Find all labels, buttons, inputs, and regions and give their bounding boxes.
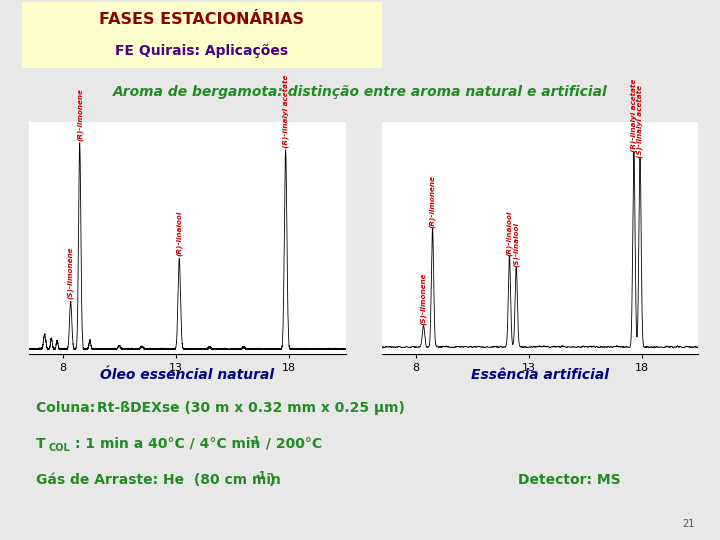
Text: -1: -1	[256, 471, 266, 481]
Text: (R)-limonene: (R)-limonene	[76, 88, 83, 141]
Text: COL: COL	[49, 443, 71, 453]
Text: FE Quirais: Aplicações: FE Quirais: Aplicações	[115, 44, 288, 58]
Text: FASES ESTACIONÁRIAS: FASES ESTACIONÁRIAS	[99, 12, 304, 27]
Text: (R)-linalool: (R)-linalool	[176, 211, 183, 256]
Text: (R)-limonene: (R)-limonene	[429, 175, 436, 228]
Text: -1: -1	[250, 436, 261, 446]
Text: ): )	[269, 472, 275, 487]
Text: Rt-ßDEXse (30 m x 0.32 mm x 0.25 μm): Rt-ßDEXse (30 m x 0.32 mm x 0.25 μm)	[97, 401, 405, 415]
Text: Aroma de bergamota: distinção entre aroma natural e artificial: Aroma de bergamota: distinção entre arom…	[112, 85, 608, 99]
Text: (S)-limonene: (S)-limonene	[420, 273, 427, 326]
Text: Detector: MS: Detector: MS	[518, 472, 621, 487]
Text: 21: 21	[683, 519, 695, 529]
Text: (S)-linalyl acetate: (S)-linalyl acetate	[636, 85, 644, 158]
Text: Essência artificial: Essência artificial	[471, 368, 609, 382]
Text: Coluna:: Coluna:	[36, 401, 100, 415]
Text: : 1 min a 40°C / 4°C min: : 1 min a 40°C / 4°C min	[75, 437, 260, 451]
Text: (R)-linalool: (R)-linalool	[506, 211, 513, 256]
Text: (S)-limonene: (S)-limonene	[68, 247, 74, 300]
Text: (R)-linalyl acetate: (R)-linalyl acetate	[282, 74, 289, 147]
Text: Gás de Arraste: He  (80 cm min: Gás de Arraste: He (80 cm min	[36, 472, 281, 487]
Text: Óleo essencial natural: Óleo essencial natural	[100, 368, 274, 382]
Text: (R)-linalyl acetate: (R)-linalyl acetate	[631, 78, 637, 152]
Text: / 200°C: / 200°C	[261, 437, 323, 451]
Text: T: T	[36, 437, 45, 451]
Text: (S)-linalool: (S)-linalool	[513, 222, 520, 267]
FancyBboxPatch shape	[22, 2, 382, 68]
